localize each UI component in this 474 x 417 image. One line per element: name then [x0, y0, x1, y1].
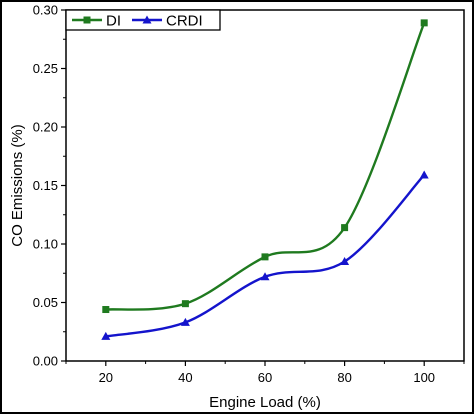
y-axis-label: CO Emissions (%)	[9, 124, 26, 247]
data-point-crdi	[419, 170, 429, 179]
legend-marker-di	[83, 16, 91, 24]
data-point-di	[420, 19, 428, 27]
data-point-di	[102, 306, 110, 314]
y-tick-label: 0.20	[33, 120, 58, 135]
legend-label-di: DI	[106, 13, 121, 30]
y-tick-label: 0.25	[33, 61, 58, 76]
x-tick-label: 40	[178, 370, 192, 385]
data-point-crdi	[180, 317, 190, 326]
x-tick-label: 100	[413, 370, 435, 385]
data-point-crdi	[340, 257, 350, 266]
legend: DI CRDI	[65, 9, 221, 31]
axes: 0.00 0.05 0.10 0.15 0.20 0.25 0.30 20 40 60 80 100	[33, 3, 465, 385]
y-tick-label: 0.00	[33, 354, 58, 369]
data-point-di	[261, 253, 269, 261]
series-group	[101, 19, 429, 340]
series-di	[102, 19, 428, 314]
series-line-di	[105, 22, 426, 311]
x-tick-label: 60	[258, 370, 272, 385]
y-tick-label: 0.30	[33, 3, 58, 18]
data-point-crdi	[101, 331, 111, 340]
y-tick-label: 0.05	[33, 295, 58, 310]
series-crdi	[101, 170, 429, 340]
data-point-di	[181, 300, 189, 308]
x-tick-label: 20	[99, 370, 113, 385]
y-tick-label: 0.10	[33, 237, 58, 252]
legend-marker-crdi	[142, 15, 152, 24]
data-point-crdi	[260, 272, 270, 281]
x-tick-label: 80	[337, 370, 351, 385]
x-axis-label: Engine Load (%)	[209, 394, 321, 411]
legend-label-crdi: CRDI	[166, 13, 203, 30]
y-tick-label: 0.15	[33, 178, 58, 193]
data-point-di	[341, 224, 349, 232]
